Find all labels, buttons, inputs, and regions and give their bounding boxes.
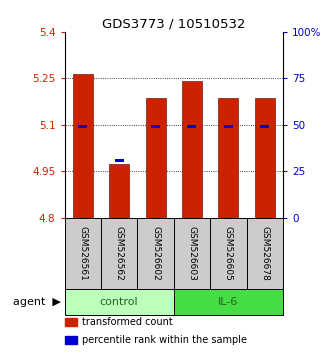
Bar (115, 159, 124, 162)
Text: percentile rank within the sample: percentile rank within the sample (82, 335, 247, 345)
Text: GSM526678: GSM526678 (260, 225, 269, 281)
Bar (187, 125, 197, 127)
Text: GSM526561: GSM526561 (78, 225, 87, 281)
Bar (224, 125, 233, 127)
Bar (146, 98, 166, 218)
Bar (65, 218, 101, 289)
Text: GSM526562: GSM526562 (115, 226, 124, 280)
Text: GSM526602: GSM526602 (151, 226, 160, 280)
Bar (247, 218, 283, 289)
Bar (210, 218, 247, 289)
Bar (174, 289, 283, 315)
Bar (65, 289, 174, 315)
Bar (255, 98, 275, 218)
Bar (182, 81, 202, 218)
Bar (137, 218, 174, 289)
Text: IL-6: IL-6 (218, 297, 239, 307)
Title: GDS3773 / 10510532: GDS3773 / 10510532 (102, 18, 246, 31)
Bar (65, 336, 76, 344)
Bar (218, 98, 238, 218)
Bar (101, 218, 137, 289)
Text: GSM526605: GSM526605 (224, 225, 233, 281)
Bar (151, 125, 160, 127)
Text: transformed count: transformed count (82, 317, 173, 327)
Text: GSM526603: GSM526603 (187, 225, 197, 281)
Text: control: control (100, 297, 138, 307)
Bar (260, 125, 269, 127)
Bar (78, 125, 87, 127)
Bar (73, 74, 93, 218)
Text: agent  ▶: agent ▶ (13, 297, 61, 307)
Bar (65, 318, 76, 326)
Bar (174, 218, 210, 289)
Bar (109, 164, 129, 218)
